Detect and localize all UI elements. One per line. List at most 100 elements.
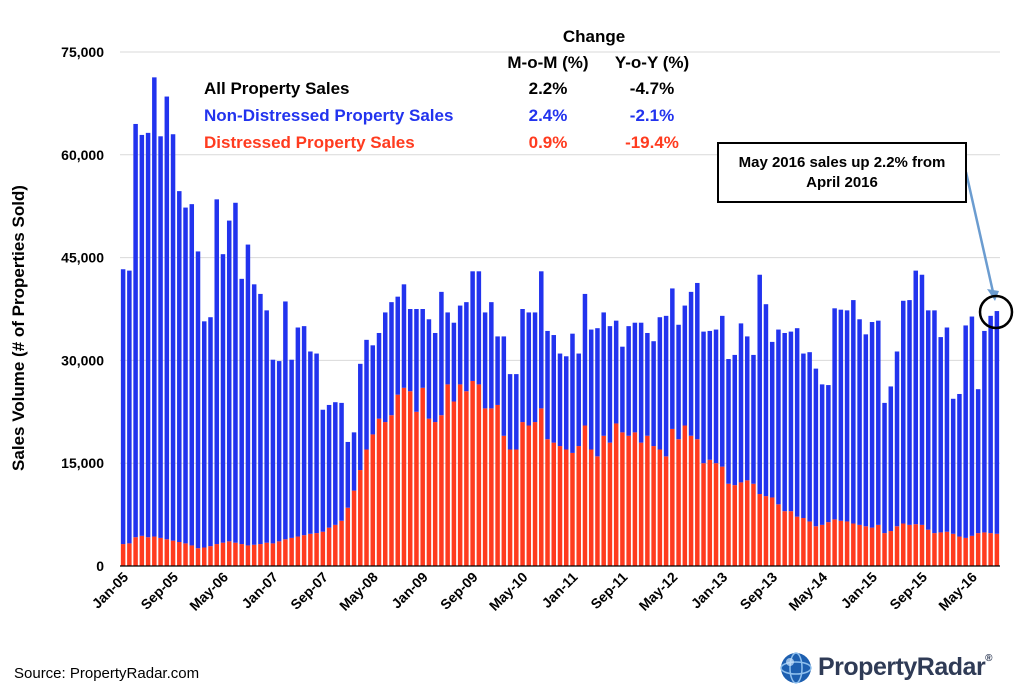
- bar-distressed: [551, 442, 557, 566]
- bar-distressed: [202, 547, 207, 566]
- bar-non-distressed: [414, 309, 419, 412]
- bar-distressed: [969, 535, 975, 566]
- x-tick-label: May-08: [336, 569, 381, 614]
- bar-distressed: [588, 449, 594, 566]
- bar-non-distressed: [763, 304, 769, 497]
- bar-non-distressed: [676, 324, 681, 440]
- bar-non-distressed: [776, 329, 781, 505]
- bar-non-distressed: [239, 278, 244, 545]
- bar-distressed: [944, 531, 950, 566]
- bar-non-distressed: [688, 291, 694, 436]
- bar-distressed: [963, 537, 968, 566]
- bar-distressed: [794, 516, 800, 566]
- bar-distressed: [932, 533, 937, 566]
- bar-distressed: [651, 446, 656, 566]
- bar-distressed: [539, 408, 544, 566]
- bar-distressed: [601, 435, 606, 566]
- bar-distressed: [782, 511, 787, 566]
- bar-distressed: [950, 533, 956, 566]
- bar-distressed: [975, 533, 981, 566]
- bar-distressed: [819, 524, 825, 566]
- bar-distressed: [414, 411, 419, 566]
- bar-distressed: [595, 456, 600, 566]
- legend-yoy-value: -4.7%: [630, 79, 674, 98]
- bar-distressed: [888, 531, 894, 566]
- bar-non-distressed: [938, 337, 943, 533]
- bar-non-distressed: [844, 310, 850, 522]
- bar-distressed: [844, 521, 850, 566]
- bar-distressed: [532, 422, 538, 566]
- bar-non-distressed: [383, 312, 388, 423]
- bar-distressed: [283, 539, 288, 566]
- annotation-box: May 2016 sales up 2.2% from April 2016: [717, 142, 967, 203]
- bar-distressed: [851, 523, 856, 566]
- bar-distressed: [139, 535, 145, 566]
- x-tick-label: Jan-11: [538, 569, 580, 611]
- property-radar-logo: PropertyRadar®: [778, 651, 998, 685]
- bar-non-distressed: [851, 300, 856, 524]
- bar-distressed: [345, 507, 351, 566]
- x-tick-label: Sep-11: [587, 569, 630, 612]
- bar-non-distressed: [720, 315, 725, 467]
- bar-non-distressed: [270, 359, 276, 544]
- legend-mom-value: 2.4%: [529, 106, 568, 125]
- bar-non-distressed: [975, 389, 981, 534]
- bar-non-distressed: [251, 284, 257, 545]
- bar-non-distressed: [657, 317, 663, 450]
- bar-distressed: [776, 504, 781, 566]
- bar-distressed: [757, 494, 762, 566]
- bar-distressed: [938, 532, 943, 566]
- bar-distressed: [470, 380, 475, 566]
- bar-non-distressed: [751, 354, 756, 484]
- bar-non-distressed: [732, 354, 737, 486]
- bar-non-distressed: [651, 341, 656, 447]
- bar-non-distressed: [969, 316, 975, 536]
- bar-non-distressed: [595, 328, 600, 457]
- bar-non-distressed: [177, 191, 182, 543]
- x-tick-label: Sep-15: [886, 569, 930, 613]
- bar-non-distressed: [769, 341, 775, 498]
- bar-non-distressed: [888, 386, 894, 532]
- bar-non-distressed: [901, 300, 906, 524]
- bar-non-distressed: [613, 320, 619, 424]
- bar-distressed: [239, 544, 244, 566]
- bar-distressed: [495, 404, 500, 566]
- bar-non-distressed: [950, 398, 956, 534]
- bar-distressed: [607, 442, 613, 566]
- bar-distressed: [133, 537, 138, 566]
- bar-distressed: [626, 435, 631, 566]
- bar-distressed: [464, 391, 469, 566]
- bar-non-distressed: [570, 333, 575, 453]
- highlight-circle: [978, 294, 1014, 330]
- bar-non-distressed: [813, 368, 819, 527]
- bar-non-distressed: [395, 296, 400, 395]
- y-axis-label: Sales Volume (# of Properties Sold): [9, 185, 28, 471]
- bar-distressed: [632, 432, 638, 566]
- bar-non-distressed: [832, 308, 837, 520]
- bar-distressed: [713, 463, 719, 566]
- bar-non-distressed: [351, 432, 357, 491]
- legend-label: All Property Sales: [204, 79, 350, 98]
- bar-non-distressed: [301, 326, 307, 536]
- bar-non-distressed: [932, 310, 937, 534]
- legend-row: All Property Sales 2.2% -4.7%: [204, 79, 674, 98]
- bar-non-distressed: [183, 207, 188, 544]
- bar-non-distressed: [645, 332, 650, 436]
- legend-mom-value: 2.2%: [529, 79, 568, 98]
- bar-distressed: [208, 546, 213, 566]
- x-axis-ticks: Jan-05 Sep-05 May-06 Jan-07 Sep-07 May-08 Jan-…: [89, 569, 981, 614]
- bar-distressed: [395, 394, 400, 566]
- bar-non-distressed: [339, 402, 344, 521]
- bar-non-distressed: [526, 312, 532, 426]
- source-note: Source: PropertyRadar.com: [14, 665, 200, 682]
- annotation-line-1: May 2016 sales up 2.2% from: [738, 154, 946, 171]
- bar-distressed: [638, 442, 644, 566]
- bar-non-distressed: [276, 361, 282, 542]
- bar-non-distressed: [838, 309, 844, 521]
- bar-distressed: [158, 537, 163, 566]
- bar-distressed: [145, 537, 151, 566]
- bar-non-distressed: [489, 302, 494, 409]
- x-tick-label: Sep-05: [137, 569, 181, 613]
- bar-distressed: [389, 415, 394, 566]
- bar-non-distressed: [638, 322, 644, 443]
